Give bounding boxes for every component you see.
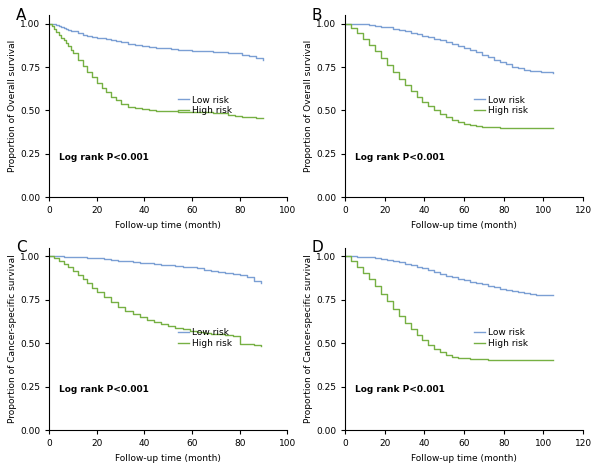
X-axis label: Follow-up time (month): Follow-up time (month) (411, 454, 517, 463)
Legend: Low risk, High risk: Low risk, High risk (178, 327, 233, 349)
Text: D: D (312, 240, 323, 255)
Y-axis label: Proportion of Overall survival: Proportion of Overall survival (8, 40, 17, 172)
Y-axis label: Proportion of Overall survival: Proportion of Overall survival (304, 40, 313, 172)
Text: Log rank P<0.001: Log rank P<0.001 (355, 153, 445, 162)
X-axis label: Follow-up time (month): Follow-up time (month) (115, 454, 221, 463)
Legend: Low risk, High risk: Low risk, High risk (473, 95, 529, 116)
Legend: Low risk, High risk: Low risk, High risk (178, 95, 233, 116)
Text: A: A (16, 8, 26, 23)
X-axis label: Follow-up time (month): Follow-up time (month) (115, 221, 221, 230)
Text: Log rank P<0.001: Log rank P<0.001 (355, 385, 445, 394)
Y-axis label: Proportion of Cancer-specific survival: Proportion of Cancer-specific survival (8, 254, 17, 423)
Text: C: C (16, 240, 26, 255)
Y-axis label: Proportion of Cancer-specific survival: Proportion of Cancer-specific survival (304, 254, 313, 423)
Legend: Low risk, High risk: Low risk, High risk (473, 327, 529, 349)
Text: Log rank P<0.001: Log rank P<0.001 (59, 153, 149, 162)
Text: B: B (312, 8, 322, 23)
X-axis label: Follow-up time (month): Follow-up time (month) (411, 221, 517, 230)
Text: Log rank P<0.001: Log rank P<0.001 (59, 385, 149, 394)
